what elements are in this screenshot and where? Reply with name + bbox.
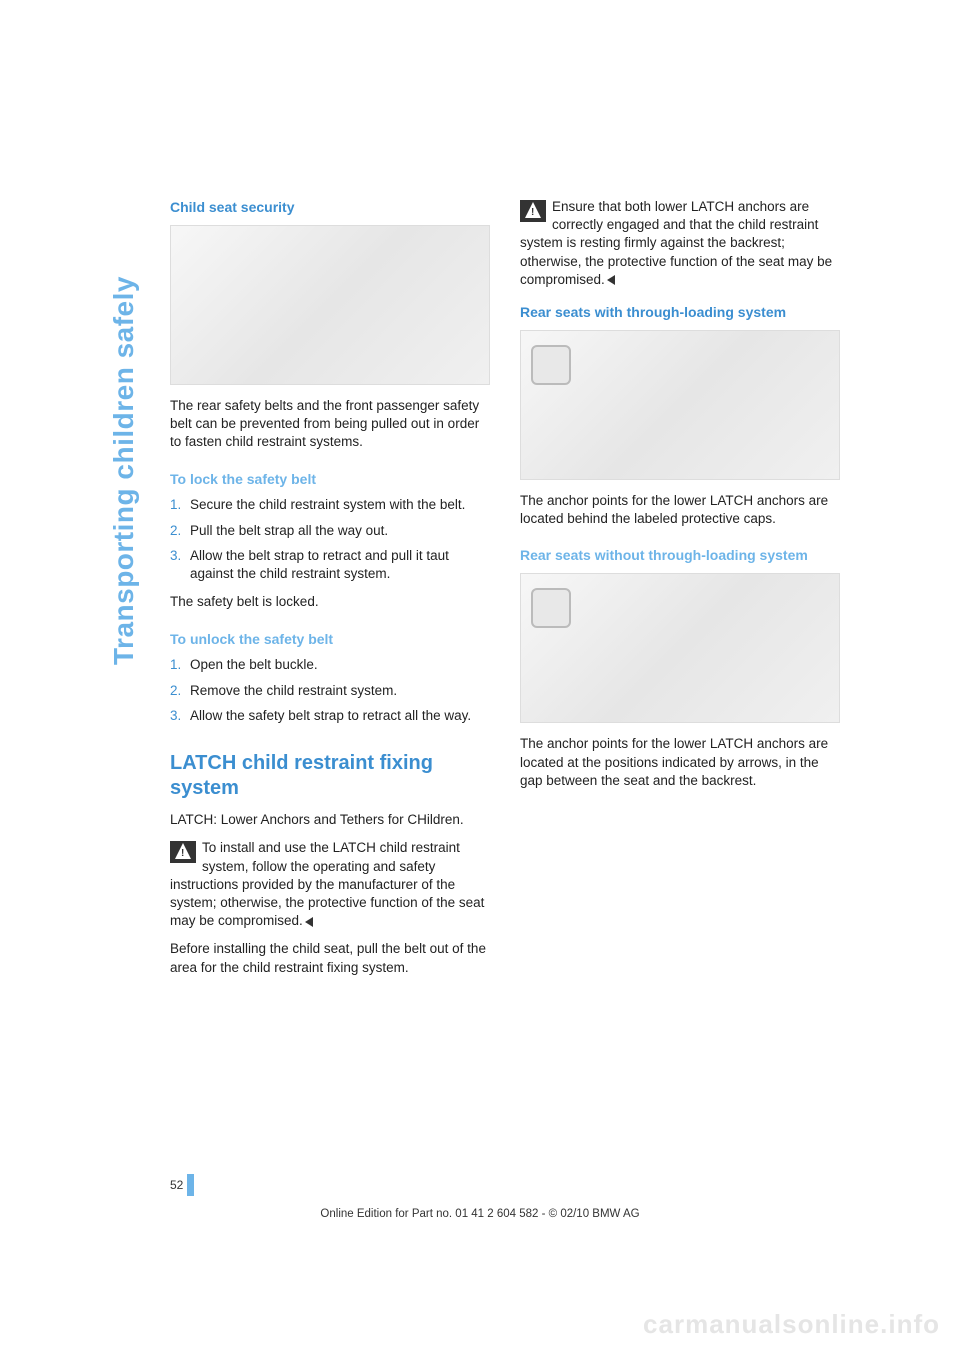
content-columns: Child seat security The rear safety belt…	[170, 198, 845, 987]
body-text: Before installing the child seat, pull t…	[170, 940, 490, 976]
page-number: 52	[170, 1178, 183, 1192]
watermark-text: carmanualsonline.info	[643, 1309, 940, 1340]
warning-block: To install and use the LATCH child restr…	[170, 839, 490, 930]
list-item: 1.Secure the child restraint system with…	[170, 496, 490, 514]
list-item: 3.Allow the safety belt strap to retract…	[170, 707, 490, 725]
page-number-bar	[187, 1174, 194, 1196]
warning-icon	[520, 200, 546, 222]
step-text: Secure the child restraint system with t…	[190, 496, 490, 514]
latch-label-icon	[531, 345, 571, 385]
right-column: Ensure that both lower LATCH anchors are…	[520, 198, 840, 987]
step-number: 2.	[170, 682, 190, 700]
warning-block: Ensure that both lower LATCH anchors are…	[520, 198, 840, 289]
body-text: LATCH: Lower Anchors and Tethers for CHi…	[170, 811, 490, 829]
body-text: The safety belt is locked.	[170, 593, 490, 611]
heading-without-through-loading: Rear seats without through-loading syste…	[520, 546, 840, 565]
step-text: Allow the belt strap to retract and pull…	[190, 547, 490, 583]
end-mark-icon	[305, 917, 313, 927]
step-text: Remove the child restraint system.	[190, 682, 490, 700]
warning-text: To install and use the LATCH child restr…	[170, 840, 484, 928]
heading-unlock-belt: To unlock the safety belt	[170, 630, 490, 649]
side-section-title: Transporting children safely	[108, 276, 140, 665]
step-text: Pull the belt strap all the way out.	[190, 522, 490, 540]
body-text: The rear safety belts and the front pass…	[170, 397, 490, 452]
step-number: 2.	[170, 522, 190, 540]
unlock-steps-list: 1.Open the belt buckle. 2.Remove the chi…	[170, 656, 490, 725]
footer-text: Online Edition for Part no. 01 41 2 604 …	[0, 1208, 960, 1220]
lock-steps-list: 1.Secure the child restraint system with…	[170, 496, 490, 583]
end-mark-icon	[607, 275, 615, 285]
step-text: Open the belt buckle.	[190, 656, 490, 674]
manual-page: Transporting children safely Child seat …	[0, 0, 960, 1358]
step-number: 3.	[170, 707, 190, 725]
list-item: 1.Open the belt buckle.	[170, 656, 490, 674]
list-item: 2.Pull the belt strap all the way out.	[170, 522, 490, 540]
heading-through-loading: Rear seats with through-loading system	[520, 303, 840, 322]
figure-through-loading	[520, 330, 840, 480]
heading-lock-belt: To lock the safety belt	[170, 470, 490, 489]
page-number-block: 52	[170, 1174, 194, 1196]
figure-without-through-loading	[520, 573, 840, 723]
body-text: The anchor points for the lower LATCH an…	[520, 735, 840, 790]
step-number: 3.	[170, 547, 190, 583]
body-text: The anchor points for the lower LATCH an…	[520, 492, 840, 528]
step-number: 1.	[170, 656, 190, 674]
list-item: 3.Allow the belt strap to retract and pu…	[170, 547, 490, 583]
heading-child-seat-security: Child seat security	[170, 198, 490, 217]
figure-child-seat	[170, 225, 490, 385]
left-column: Child seat security The rear safety belt…	[170, 198, 490, 987]
step-text: Allow the safety belt strap to retract a…	[190, 707, 490, 725]
warning-icon	[170, 841, 196, 863]
list-item: 2.Remove the child restraint system.	[170, 682, 490, 700]
latch-label-icon	[531, 588, 571, 628]
heading-latch-system: LATCH child restraint fixing system	[170, 751, 490, 801]
step-number: 1.	[170, 496, 190, 514]
warning-text: Ensure that both lower LATCH anchors are…	[520, 199, 832, 287]
